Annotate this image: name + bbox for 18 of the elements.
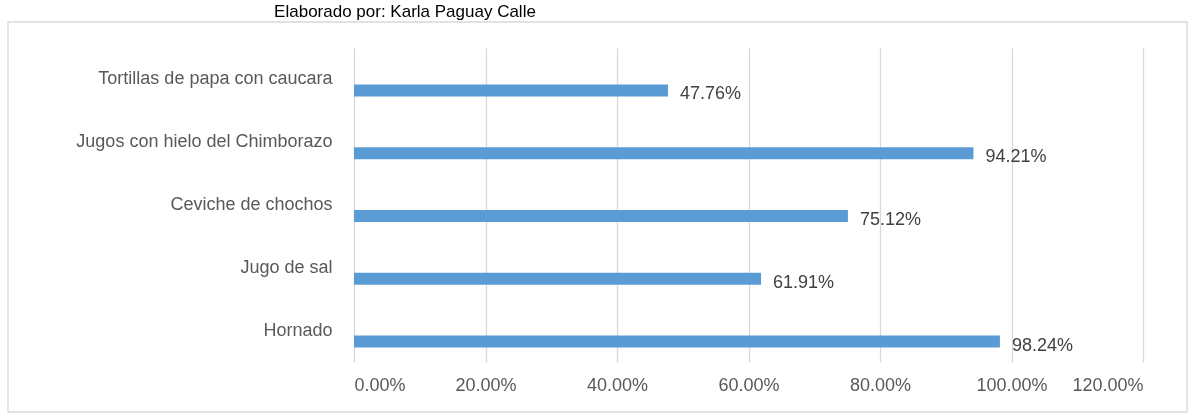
y-tick-label: Tortillas de papa con caucara [98, 68, 334, 89]
data-label: 47.76% [680, 83, 742, 104]
x-tick-label: 100.00% [976, 374, 1048, 395]
y-tick-label: Ceviche de chochos [170, 194, 333, 214]
x-tick-label: 40.00% [586, 374, 649, 395]
y-tick-label: Jugo de sal [240, 256, 333, 277]
text: Elaborado por: Karla Paguay Calle [274, 2, 536, 21]
y-tick-label: Hornado [263, 319, 333, 340]
x-tick-label: 0.00% [354, 374, 406, 395]
y-tick-label: Jugos con hielo del Chimborazo [76, 131, 333, 152]
x-tick-label: 60.00% [718, 374, 780, 395]
data-label: 61.91% [773, 271, 835, 292]
data-label: 94.21% [985, 146, 1047, 167]
x-tick-label: 80.00% [849, 374, 912, 395]
x-tick-label: 120.00% [1072, 374, 1144, 395]
x-tick-label: 20.00% [455, 374, 517, 395]
data-label: 75.12% [859, 209, 921, 229]
data-label: 98.24% [1011, 334, 1073, 355]
